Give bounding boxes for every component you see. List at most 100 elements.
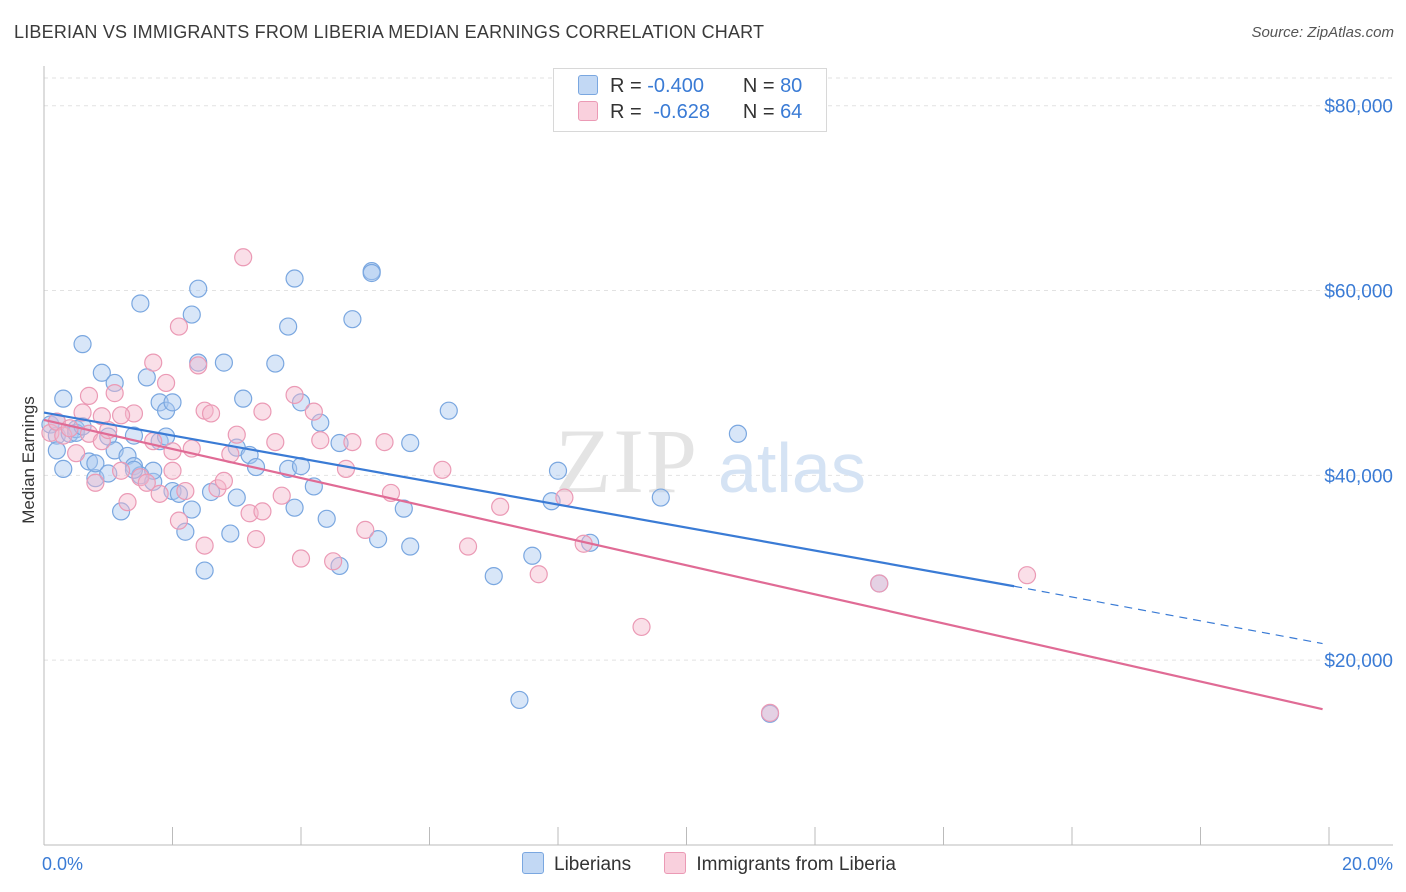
y-tick-label: $20,000 — [1324, 651, 1393, 672]
trend-lines — [43, 411, 1323, 711]
data-point — [73, 403, 92, 422]
data-point — [285, 385, 304, 405]
y-tick-label: $80,000 — [1324, 97, 1393, 118]
data-point — [1017, 566, 1037, 585]
legend-item-liberians[interactable]: Liberians — [522, 852, 631, 876]
data-point — [234, 248, 253, 267]
data-point — [356, 520, 375, 539]
data-point — [60, 419, 79, 438]
data-point — [529, 565, 548, 584]
data-point — [285, 269, 304, 288]
data-point — [632, 617, 651, 637]
data-point — [137, 473, 156, 492]
data-point — [208, 479, 227, 498]
legend-swatch-immigrants — [578, 101, 598, 121]
data-point — [253, 402, 272, 421]
data-point — [279, 317, 298, 336]
data-point — [336, 459, 356, 478]
source-label: Source: ZipAtlas.com — [1251, 24, 1394, 41]
data-point — [401, 433, 420, 453]
data-point — [221, 524, 240, 543]
data-point — [86, 473, 105, 492]
data-point — [330, 433, 349, 453]
legend-item-immigrants-from-liberia[interactable]: Immigrants from Liberia — [664, 852, 896, 876]
data-point — [79, 386, 99, 405]
data-point — [266, 432, 285, 452]
data-point — [523, 546, 542, 565]
data-point — [169, 511, 189, 530]
data-point — [131, 294, 150, 313]
data-point — [182, 500, 201, 519]
data-point — [343, 310, 362, 329]
data-point — [189, 356, 208, 375]
legend-r-liberians: -0.400 — [647, 75, 704, 97]
data-point — [246, 530, 266, 549]
data-point — [324, 552, 343, 571]
legend-swatch-liberians — [578, 75, 598, 95]
trend-line-liberians-extension — [1014, 585, 1323, 645]
data-point — [73, 335, 92, 354]
y-tick-label: $40,000 — [1324, 466, 1393, 487]
data-point — [291, 549, 311, 568]
legend-r-immigrants: -0.628 — [653, 101, 710, 123]
data-point — [182, 305, 201, 324]
data-point — [234, 389, 253, 408]
data-point — [195, 561, 214, 580]
data-point — [79, 452, 99, 471]
data-point — [362, 263, 381, 283]
data-point — [439, 401, 458, 420]
x-tick-label: 20.0% — [1342, 854, 1393, 874]
data-point — [227, 488, 246, 507]
chart-title: LIBERIAN VS IMMIGRANTS FROM LIBERIA MEDI… — [14, 22, 765, 42]
legend-row-immigrants: R = -0.628 N = 64 — [578, 101, 802, 125]
data-point — [105, 373, 124, 393]
data-point — [176, 522, 195, 541]
data-point — [760, 703, 780, 722]
legend-n-immigrants: 64 — [780, 101, 803, 123]
watermark-atlas: atlas — [718, 429, 866, 507]
data-point — [548, 461, 568, 480]
data-point — [433, 460, 452, 479]
axes — [43, 66, 1393, 846]
data-point — [144, 432, 163, 451]
watermark-zip: ZIP — [555, 410, 699, 512]
series-legend: Liberians Immigrants from Liberia — [522, 852, 924, 876]
data-point — [92, 407, 111, 426]
data-point — [169, 317, 189, 336]
y-tick-label: $60,000 — [1324, 282, 1393, 303]
data-point — [189, 279, 208, 298]
legend-swatch — [664, 852, 687, 874]
data-point — [651, 488, 670, 507]
data-point — [369, 530, 388, 549]
data-point — [195, 536, 214, 555]
data-point — [54, 459, 73, 478]
trend-line-immigrants — [43, 418, 1323, 711]
legend-n-liberians: 80 — [780, 75, 803, 97]
data-point — [86, 454, 105, 473]
data-point — [253, 502, 272, 521]
data-point — [272, 486, 291, 505]
watermark: ZIP atlas — [555, 410, 866, 512]
data-point — [291, 393, 311, 412]
data-point — [484, 566, 503, 586]
data-point — [214, 353, 233, 372]
y-axis-label: Median Earnings — [19, 396, 38, 524]
data-point — [510, 690, 529, 710]
data-point — [111, 502, 131, 521]
trend-line-liberians — [43, 411, 1015, 588]
data-point — [285, 498, 304, 517]
data-point — [54, 389, 73, 408]
legend-swatch — [522, 852, 544, 874]
data-point — [491, 497, 510, 516]
data-point — [214, 471, 233, 491]
data-point — [163, 393, 182, 412]
data-point — [266, 354, 285, 373]
data-point — [124, 460, 144, 479]
data-point — [156, 373, 176, 393]
data-point — [555, 488, 574, 507]
legend-row-liberians: R = -0.400 N = 80 — [578, 75, 802, 99]
data-point — [54, 426, 73, 445]
data-point — [176, 481, 195, 501]
data-point — [227, 425, 246, 444]
data-point — [105, 384, 124, 403]
